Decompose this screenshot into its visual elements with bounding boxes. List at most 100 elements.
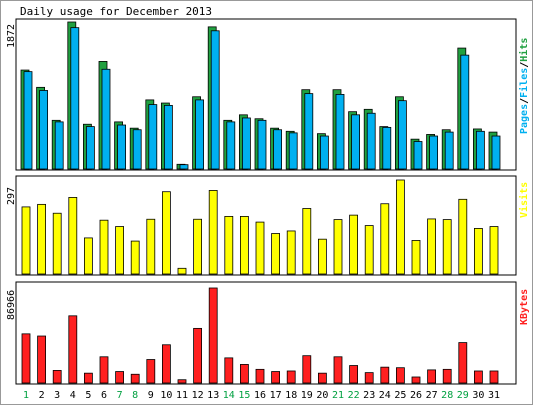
visits-bar-day-10 (161, 191, 171, 275)
visits-bar-day-11 (177, 267, 187, 275)
visits-bar-day-24 (380, 203, 390, 275)
kbytes-bar-day-2 (37, 335, 46, 384)
pages-bar-day-22 (351, 114, 361, 170)
visits-bar-day-28 (442, 219, 452, 275)
day-label-30: 30 (472, 390, 484, 401)
visits-panel-bars (21, 179, 499, 275)
day-label-5: 5 (85, 390, 91, 401)
visits-bar-day-19 (302, 208, 312, 275)
pages-bar-day-13 (210, 30, 220, 170)
kbytes-bar-day-31 (489, 370, 499, 384)
kbytes-bar-day-27 (427, 369, 437, 384)
day-label-31: 31 (488, 390, 500, 401)
pages-bar-day-21 (335, 94, 345, 170)
kbytes-bar-day-17 (271, 371, 281, 384)
day-label-25: 25 (394, 390, 406, 401)
visits-bar-day-30 (473, 228, 483, 275)
pages-bar-day-17 (273, 129, 283, 170)
pages-bar-day-28 (444, 131, 454, 170)
visits-bar-day-27 (427, 218, 437, 275)
day-label-4: 4 (70, 390, 76, 401)
visits-bar-day-3 (52, 212, 62, 275)
kbytes-panel-legend: KBytes (519, 289, 530, 325)
visits-bar-day-16 (255, 221, 265, 275)
kbytes-bar-day-12 (193, 327, 203, 384)
day-label-17: 17 (270, 390, 282, 401)
kbytes-bar-day-25 (395, 367, 405, 384)
kbytes-bar-day-1 (21, 333, 31, 384)
kbytes-bar-day-14 (224, 357, 234, 384)
visits-bar-day-12 (193, 218, 203, 275)
pages-bar-day-5 (86, 126, 95, 170)
kbytes-bar-day-30 (473, 370, 483, 384)
visits-bar-day-18 (286, 230, 296, 275)
pages-bar-day-29 (460, 54, 470, 170)
pages-bar-day-10 (163, 104, 173, 170)
day-label-22: 22 (348, 390, 360, 401)
day-label-7: 7 (117, 390, 123, 401)
hits-legend-part-3: / (519, 62, 530, 68)
visits-bar-day-6 (99, 219, 109, 275)
visits-bar-day-21 (333, 219, 343, 275)
day-label-13: 13 (207, 390, 219, 401)
hits-panel-ymax-label: 1872 (6, 24, 17, 48)
kbytes-panel-ymax-label: 86966 (6, 290, 17, 320)
x-axis-day-labels: 1 2 3 4 5 6 7 8 9 10 11 12 13 14 15 16 17 18 19 20 21 22 23 24 2… (23, 390, 500, 401)
pages-bar-day-30 (475, 130, 485, 170)
pages-bar-day-9 (148, 104, 158, 170)
kbytes-bar-day-5 (84, 372, 93, 384)
kbytes-bar-day-3 (52, 370, 62, 384)
day-label-18: 18 (285, 390, 297, 401)
pages-bar-day-15 (241, 117, 251, 170)
hits-legend-part-0: Pages (519, 104, 530, 134)
day-label-19: 19 (301, 390, 313, 401)
day-label-29: 29 (457, 390, 469, 401)
kbytes-bar-day-6 (99, 356, 109, 384)
hits-panel-legend: Pages/Files/Hits (518, 38, 530, 134)
day-label-8: 8 (132, 390, 138, 401)
visits-bar-day-29 (458, 198, 468, 275)
visits-bar-day-14 (224, 215, 234, 275)
kbytes-bar-day-21 (333, 356, 343, 384)
kbytes-bar-day-28 (442, 368, 452, 384)
day-label-28: 28 (441, 390, 453, 401)
visits-bar-day-5 (84, 237, 93, 275)
pages-bar-day-8 (132, 129, 142, 170)
visits-bar-day-23 (364, 225, 374, 275)
hits-panel: 1872 Pages/Files/Hits (6, 18, 530, 171)
hits-legend-part-4: Hits (518, 38, 530, 62)
pages-bar-day-6 (101, 68, 111, 170)
hits-panel-bars (20, 21, 501, 170)
kbytes-bar-day-9 (146, 359, 156, 384)
visits-panel-ymax-label: 297 (6, 187, 17, 205)
visits-panel-legend: Visits (518, 182, 530, 218)
visits-bar-day-25 (395, 179, 405, 275)
day-label-26: 26 (410, 390, 422, 401)
visits-bar-day-2 (37, 203, 46, 275)
day-label-12: 12 (192, 390, 204, 401)
day-label-24: 24 (379, 390, 391, 401)
day-label-9: 9 (148, 390, 154, 401)
kbytes-bar-day-23 (364, 372, 374, 384)
day-label-15: 15 (238, 390, 250, 401)
kbytes-bar-day-15 (239, 364, 249, 384)
pages-bar-day-12 (195, 99, 205, 170)
day-label-14: 14 (223, 390, 235, 401)
kbytes-bar-day-16 (255, 368, 265, 384)
kbytes-panel-plot-area (15, 281, 517, 385)
kbytes-bar-day-26 (411, 376, 421, 384)
pages-bar-day-20 (319, 135, 329, 170)
pages-bar-day-19 (304, 93, 314, 170)
pages-bar-day-24 (382, 126, 392, 170)
kbytes-bar-day-19 (302, 355, 312, 384)
pages-bar-day-2 (39, 90, 48, 170)
hits-legend-part-2: Files (518, 68, 530, 98)
kbytes-bar-day-7 (115, 371, 124, 384)
visits-bar-day-13 (208, 190, 218, 275)
day-label-3: 3 (54, 390, 60, 401)
pages-bar-day-26 (413, 141, 423, 170)
visits-panel: 297 Visits (6, 175, 530, 276)
day-label-27: 27 (426, 390, 438, 401)
visits-bar-day-9 (146, 218, 156, 275)
